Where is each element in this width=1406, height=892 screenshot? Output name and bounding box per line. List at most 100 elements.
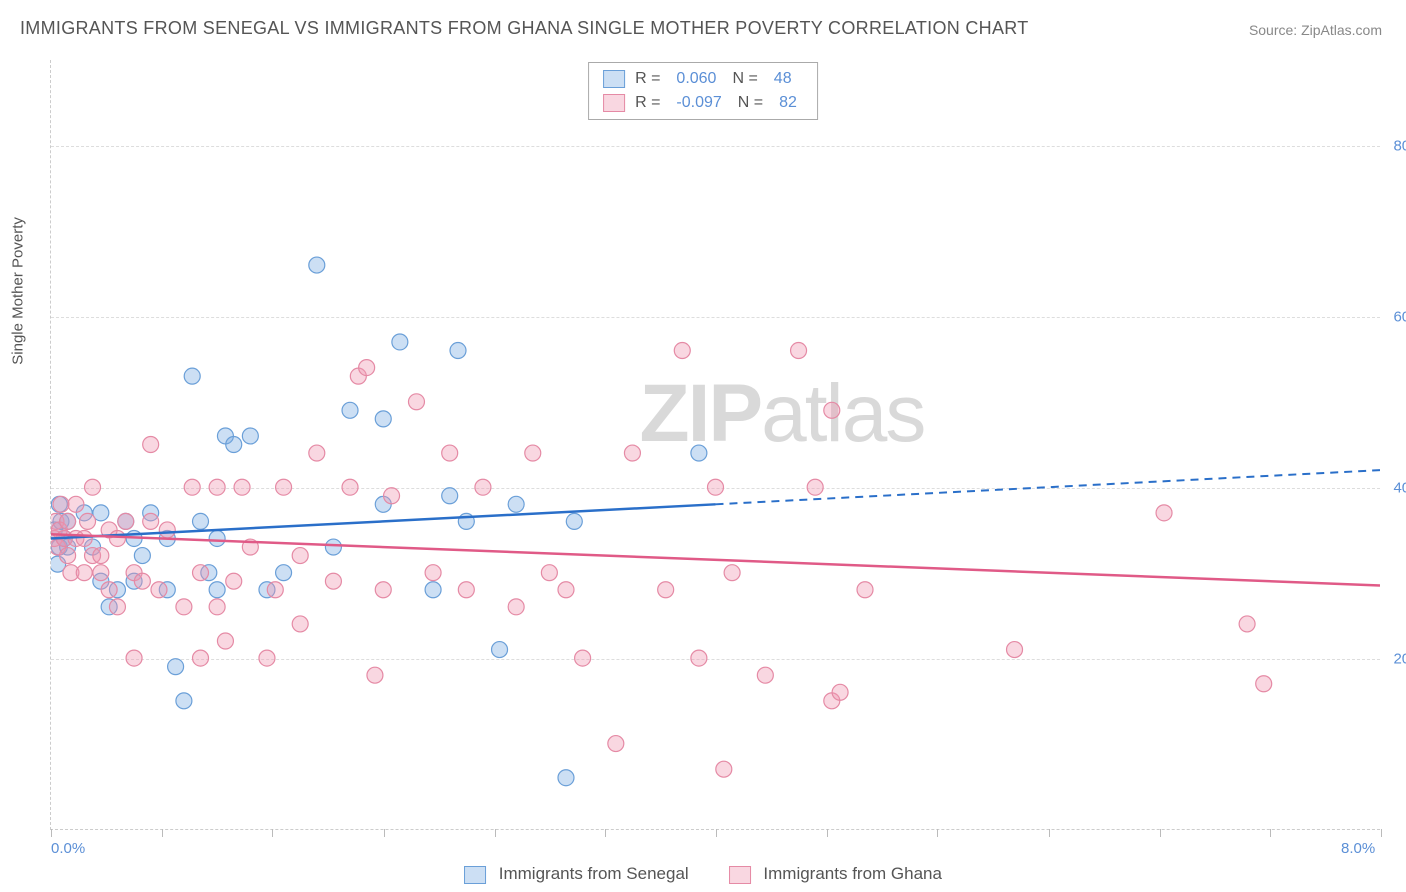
data-point-ghana <box>109 530 125 546</box>
legend-item: Immigrants from Ghana <box>729 864 942 884</box>
x-tick <box>1381 829 1382 837</box>
data-point-ghana <box>824 402 840 418</box>
data-point-ghana <box>134 573 150 589</box>
y-tick-label: 40.0% <box>1393 479 1406 496</box>
data-point-ghana <box>857 582 873 598</box>
data-point-ghana <box>425 565 441 581</box>
data-point-ghana <box>541 565 557 581</box>
data-point-ghana <box>367 667 383 683</box>
x-tick <box>384 829 385 837</box>
data-point-ghana <box>267 582 283 598</box>
r-value: -0.097 <box>676 91 721 115</box>
data-point-ghana <box>151 582 167 598</box>
data-point-senegal <box>392 334 408 350</box>
data-point-senegal <box>193 513 209 529</box>
data-point-ghana <box>143 513 159 529</box>
data-point-ghana <box>1256 676 1272 692</box>
legend-label: Immigrants from Senegal <box>499 864 689 883</box>
legend-stats-row: R = -0.097 N = 82 <box>603 91 803 115</box>
data-point-ghana <box>209 599 225 615</box>
data-point-ghana <box>292 548 308 564</box>
data-point-ghana <box>93 548 109 564</box>
data-point-ghana <box>342 479 358 495</box>
data-point-ghana <box>226 573 242 589</box>
data-point-ghana <box>259 650 275 666</box>
data-point-ghana <box>674 343 690 359</box>
data-point-ghana <box>757 667 773 683</box>
data-point-senegal <box>442 488 458 504</box>
data-point-ghana <box>624 445 640 461</box>
data-point-ghana <box>458 582 474 598</box>
data-point-ghana <box>209 479 225 495</box>
x-tick <box>495 829 496 837</box>
y-tick-label: 20.0% <box>1393 650 1406 667</box>
data-point-ghana <box>193 565 209 581</box>
data-point-senegal <box>691 445 707 461</box>
data-point-ghana <box>375 582 391 598</box>
data-point-ghana <box>325 573 341 589</box>
r-label: R = <box>635 67 660 91</box>
legend-series: Immigrants from Senegal Immigrants from … <box>464 864 942 884</box>
data-point-senegal <box>325 539 341 555</box>
data-point-ghana <box>53 496 69 512</box>
data-point-ghana <box>575 650 591 666</box>
data-point-ghana <box>93 565 109 581</box>
data-point-ghana <box>708 479 724 495</box>
data-point-ghana <box>1239 616 1255 632</box>
r-value: 0.060 <box>676 67 716 91</box>
data-point-senegal <box>508 496 524 512</box>
data-point-senegal <box>184 368 200 384</box>
x-tick <box>827 829 828 837</box>
data-point-ghana <box>475 479 491 495</box>
data-point-ghana <box>118 513 134 529</box>
x-tick <box>1160 829 1161 837</box>
swatch-senegal <box>603 70 625 88</box>
data-point-senegal <box>242 428 258 444</box>
data-point-ghana <box>807 479 823 495</box>
data-point-ghana <box>85 479 101 495</box>
data-point-ghana <box>384 488 400 504</box>
data-point-ghana <box>234 479 250 495</box>
x-tick <box>1270 829 1271 837</box>
data-point-ghana <box>193 650 209 666</box>
x-tick <box>51 829 52 837</box>
x-tick <box>605 829 606 837</box>
data-point-ghana <box>791 343 807 359</box>
data-point-ghana <box>1007 642 1023 658</box>
regression-line-ghana <box>51 534 1380 585</box>
data-point-ghana <box>276 479 292 495</box>
data-point-senegal <box>566 513 582 529</box>
data-point-ghana <box>716 761 732 777</box>
plot-area: ZIPatlas 20.0%40.0%60.0%80.0%0.0%8.0% <box>50 60 1380 830</box>
data-point-ghana <box>359 360 375 376</box>
data-point-ghana <box>159 522 175 538</box>
x-tick-label: 0.0% <box>51 840 85 857</box>
data-point-ghana <box>309 445 325 461</box>
data-point-ghana <box>176 599 192 615</box>
y-tick-label: 80.0% <box>1393 137 1406 154</box>
data-point-ghana <box>126 650 142 666</box>
data-point-ghana <box>101 582 117 598</box>
x-tick-label: 8.0% <box>1341 840 1375 857</box>
data-point-senegal <box>309 257 325 273</box>
y-axis-title: Single Mother Poverty <box>10 217 27 365</box>
legend-label: Immigrants from Ghana <box>763 864 942 883</box>
data-point-ghana <box>68 496 84 512</box>
data-point-senegal <box>134 548 150 564</box>
data-point-senegal <box>425 582 441 598</box>
data-point-ghana <box>508 599 524 615</box>
data-point-ghana <box>691 650 707 666</box>
x-tick <box>1049 829 1050 837</box>
data-point-ghana <box>109 599 125 615</box>
data-point-senegal <box>492 642 508 658</box>
data-point-ghana <box>80 513 96 529</box>
data-point-ghana <box>217 633 233 649</box>
chart-source: Source: ZipAtlas.com <box>1249 22 1382 38</box>
data-point-senegal <box>209 530 225 546</box>
n-label: N = <box>732 67 757 91</box>
data-point-senegal <box>558 770 574 786</box>
n-value: 82 <box>779 91 797 115</box>
swatch-senegal <box>464 866 486 884</box>
data-point-ghana <box>184 479 200 495</box>
swatch-ghana <box>603 94 625 112</box>
